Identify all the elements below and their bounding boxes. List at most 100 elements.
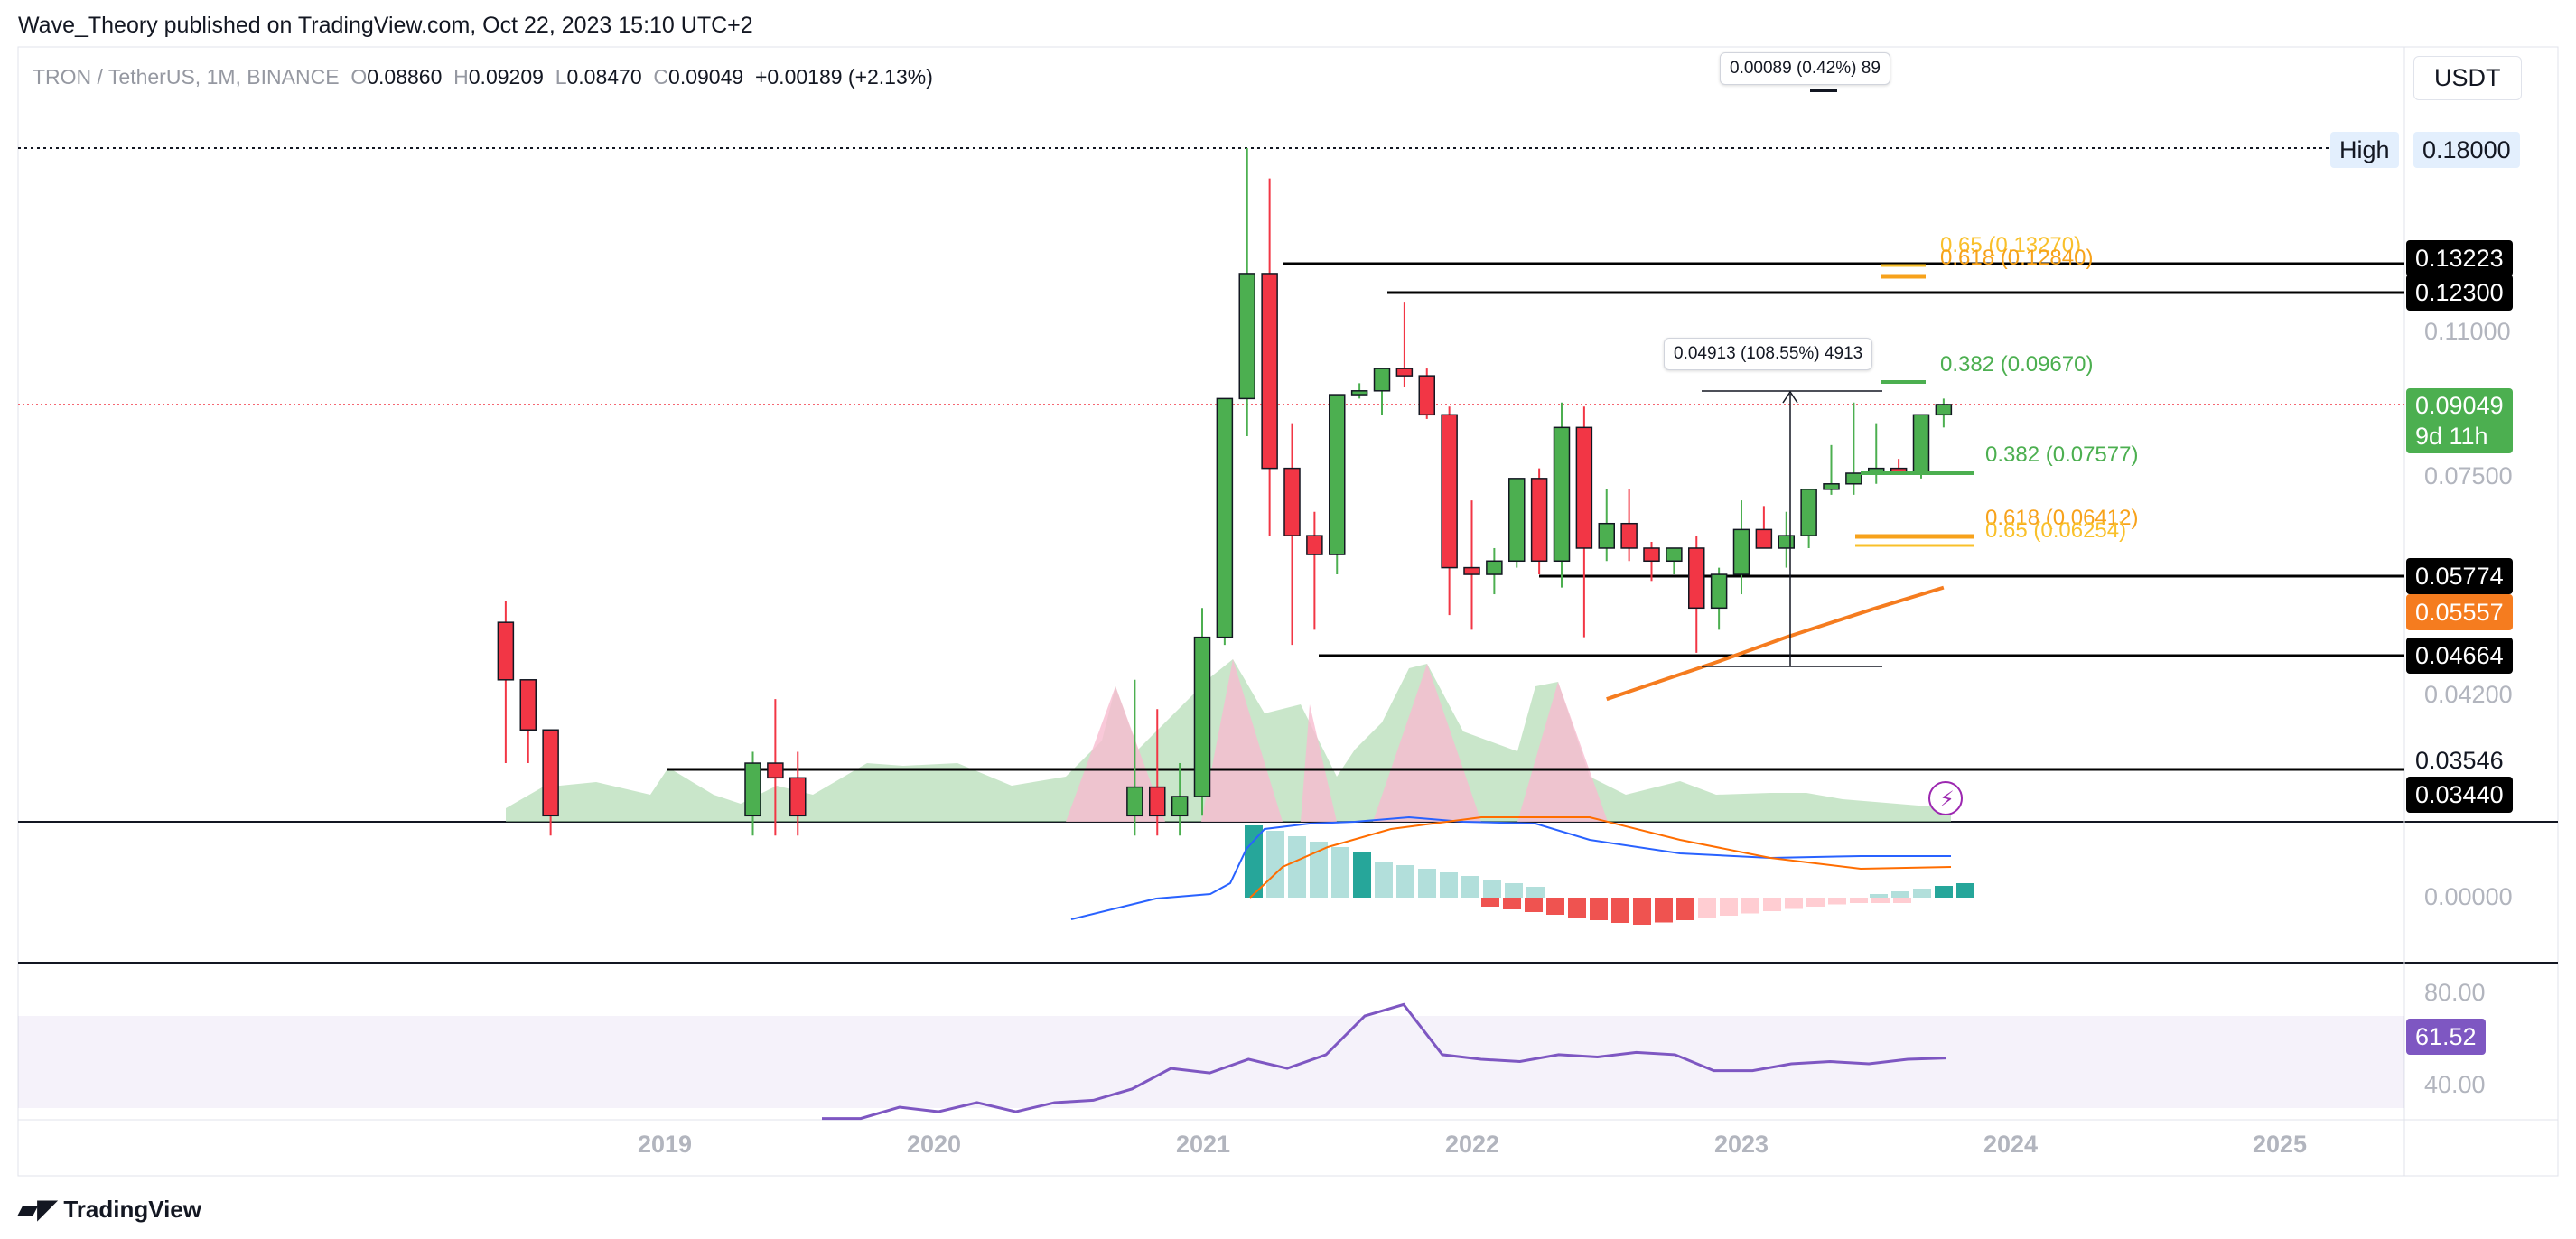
- price-tick-0.04200: 0.04200: [2424, 681, 2513, 708]
- candle-body-2022-01: [1463, 566, 1480, 575]
- fib-0382-upper-label: 0.382 (0.09670): [1940, 352, 2094, 377]
- macd-hist-recent-0: [1870, 894, 1888, 898]
- close-label: C: [653, 65, 669, 88]
- macd-hist-pos-7: [1396, 865, 1414, 898]
- macd-hist-neg-4: [1568, 898, 1586, 918]
- rsi-tick-40: 40.00: [2424, 1071, 2486, 1098]
- rsi-value-tag: 61.52: [2406, 1019, 2486, 1055]
- last-price-value: 0.09049: [2415, 392, 2504, 419]
- lightning-icon: [1928, 781, 1963, 815]
- macd-hist-pos-9: [1440, 872, 1458, 898]
- fib-0618-lower-label: 0.618 (0.06412): [1985, 506, 2139, 530]
- ema-price-tag: 0.05557: [2406, 594, 2513, 630]
- macd-hist-neg-0: [1481, 898, 1499, 907]
- macd-hist-neg-2: [1525, 898, 1543, 912]
- candle-body-2023-02: [1755, 528, 1773, 549]
- candle-body-2022-12: [1710, 573, 1728, 610]
- candle-body-2021-06: [1306, 535, 1323, 555]
- candle-body-2018-07: [519, 679, 537, 731]
- top-tooltip-marker: [1810, 88, 1837, 92]
- macd-hist-neg-17: [1850, 898, 1868, 903]
- time-axis-label-2025: 2025: [2253, 1131, 2308, 1158]
- candle-countdown: 9d 11h: [2415, 423, 2488, 450]
- macd-signal-line: [1249, 816, 1952, 899]
- time-axis-label-2019: 2019: [638, 1131, 693, 1158]
- macd-hist-neg-5: [1590, 898, 1608, 920]
- volume-area-red-1: [1373, 664, 1481, 822]
- candle-body-2023-10: [1935, 404, 1953, 416]
- time-axis-label-2021: 2021: [1176, 1131, 1231, 1158]
- volume-area-red-2: [1517, 682, 1608, 822]
- candle-body-2022-03: [1508, 478, 1526, 563]
- fib-0382-lower-label: 0.382 (0.07577): [1985, 442, 2139, 467]
- high-value-tag: 0.18000: [2413, 132, 2520, 168]
- macd-hist-neg-7: [1633, 898, 1651, 925]
- ema-line: [1606, 585, 1945, 702]
- candle-body-2018-06: [497, 621, 515, 681]
- macd-hist-recent-2: [1913, 889, 1931, 898]
- candle-body-2019-06: [767, 762, 784, 779]
- tradingview-logo[interactable]: ▰◤ TradingView: [18, 1194, 201, 1224]
- high-label-tag: High: [2330, 132, 2399, 168]
- fib-065-upper-label: 0.65 (0.13270): [1940, 233, 2082, 257]
- volume-area-red-3: [1201, 659, 1283, 822]
- candle-body-2020-12: [1171, 796, 1189, 817]
- candle-body-2021-03: [1238, 273, 1255, 400]
- macd-hist-neg-16: [1828, 898, 1846, 905]
- top-tooltip: 0.00089 (0.42%) 89: [1720, 52, 1890, 85]
- candle-body-2019-05: [744, 762, 761, 817]
- symbol-line: TRON / TetherUS, 1M, BINANCE O0.08860 H0…: [33, 65, 933, 89]
- macd-hist-neg-11: [1720, 898, 1738, 916]
- price-tick-0.11000: 0.11000: [2424, 318, 2511, 345]
- macd-hist-pos-13: [1526, 887, 1545, 898]
- rsi-line: [822, 1002, 1947, 1121]
- macd-hist-recent-1: [1891, 891, 1909, 898]
- candle-body-2021-04: [1261, 273, 1278, 470]
- macd-hist-neg-1: [1503, 898, 1521, 909]
- price-tag-0.12300: 0.12300: [2406, 275, 2513, 311]
- macd-hist-neg-3: [1546, 898, 1564, 915]
- macd-hist-pos-2: [1288, 836, 1306, 898]
- candle-body-2023-06: [1845, 472, 1862, 485]
- candle-body-2021-10: [1395, 368, 1414, 377]
- open-value: 0.08860: [367, 65, 443, 88]
- macd-hist-pos-8: [1418, 869, 1436, 898]
- fib-0618-upper-label: 0.618 (0.12840): [1940, 246, 2094, 270]
- candle-body-2023-03: [1778, 535, 1795, 549]
- macd-hist-pos-3: [1310, 842, 1328, 898]
- macd-hist-neg-13: [1763, 898, 1781, 911]
- candle-body-2020-10: [1126, 786, 1143, 817]
- currency-selector[interactable]: USDT: [2413, 56, 2522, 100]
- price-tag-0.05774: 0.05774: [2406, 558, 2513, 594]
- price-tag-0.13223: 0.13223: [2406, 240, 2513, 276]
- candle-body-2021-09: [1373, 368, 1391, 392]
- open-label: O: [350, 65, 368, 88]
- macd-hist-neg-18: [1871, 898, 1890, 903]
- price-tick-0.07500: 0.07500: [2424, 462, 2513, 489]
- low-value: 0.08470: [566, 65, 642, 88]
- candle-body-2021-02: [1216, 397, 1234, 638]
- high-value: 0.09209: [468, 65, 544, 88]
- macd-hist-pos-10: [1461, 876, 1479, 898]
- high-label-text: High: [2339, 136, 2390, 163]
- macd-hist-pos-6: [1375, 862, 1393, 898]
- price-tag-0.03546: 0.03546: [2406, 742, 2513, 778]
- candle-body-2020-11: [1149, 786, 1166, 817]
- macd-hist-neg-14: [1785, 898, 1803, 909]
- candle-body-2021-07: [1329, 394, 1346, 555]
- candle-body-2021-12: [1441, 414, 1458, 569]
- high-label: H: [453, 65, 469, 88]
- candle-body-2021-05: [1283, 467, 1301, 536]
- macd-hist-pos-12: [1505, 883, 1523, 898]
- macd-hist-neg-6: [1611, 898, 1629, 923]
- candle-body-2022-07: [1598, 522, 1615, 549]
- macd-hist-pos-4: [1331, 847, 1349, 898]
- macd-hist-neg-15: [1806, 898, 1825, 907]
- fib-065-lower-label: 0.65 (0.06254): [1985, 518, 2127, 543]
- macd-hist-neg-8: [1655, 898, 1673, 923]
- candle-body-2021-11: [1418, 375, 1435, 416]
- macd-hist-pos-1: [1266, 831, 1284, 898]
- close-value: 0.09049: [668, 65, 744, 88]
- candle-body-2023-05: [1823, 483, 1840, 490]
